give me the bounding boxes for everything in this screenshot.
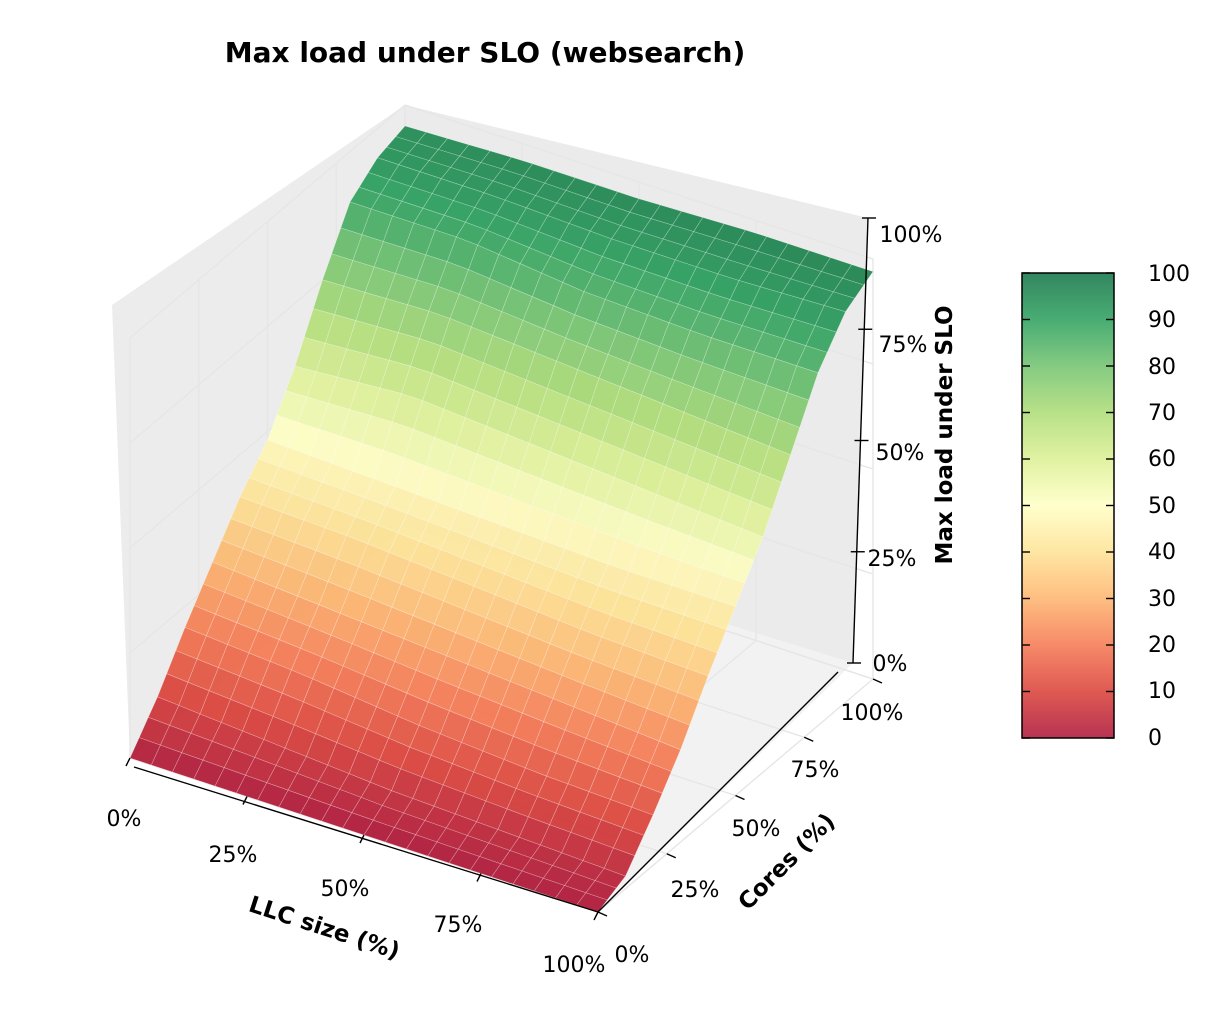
y-tick-label: 25% [671, 878, 720, 903]
x-tick-label: 0% [107, 807, 142, 832]
surface-patch [668, 692, 700, 726]
z-axis-label: Max load under SLO [932, 305, 958, 564]
colorbar-tick-label: 0 [1148, 726, 1162, 751]
y-axis-line [597, 671, 839, 913]
chart-title: Max load under SLO (websearch) [225, 36, 746, 69]
colorbar-tick-label: 10 [1148, 679, 1176, 704]
surface-patch [594, 867, 626, 889]
y-tick-label: 0% [615, 943, 650, 968]
surface-patch [622, 806, 654, 836]
z-tick-label: 75% [879, 333, 928, 358]
y-tick-mark [872, 678, 883, 684]
colorbar-ticks [1022, 272, 1114, 739]
x-tick-label: 100% [543, 953, 606, 978]
colorbar [1021, 272, 1115, 739]
y-tick-mark [597, 911, 608, 917]
surface-patch [759, 446, 791, 483]
surface-patch [649, 740, 681, 772]
x-tick-label: 25% [209, 843, 258, 868]
x-tick-label: 75% [434, 913, 483, 938]
x-tick-mark [125, 757, 131, 767]
surface-patch [585, 880, 617, 901]
z-tick-label: 50% [876, 441, 925, 466]
axis-ticks [125, 217, 883, 921]
z-tick-label: 100% [880, 223, 943, 248]
x-axis-label: LLC size (%) [246, 892, 403, 965]
x-axis-line [133, 766, 599, 913]
y-tick-mark [735, 794, 745, 801]
x-tick-mark [359, 834, 365, 844]
y-tick-label: 75% [791, 758, 840, 783]
surface-patch [823, 291, 856, 313]
surface-patch [695, 622, 727, 654]
surface-patch [796, 345, 828, 374]
colorbar-tick-label: 80 [1148, 355, 1176, 380]
surface-mesh [129, 125, 874, 913]
z-tick-label: 0% [873, 652, 908, 677]
y-tick-mark [666, 853, 677, 859]
x-tick-mark [476, 873, 482, 882]
z-tick-label: 25% [868, 547, 917, 572]
grid-line [129, 104, 406, 339]
colorbar-tick-label: 70 [1148, 401, 1176, 426]
surface-patch [732, 528, 764, 561]
colorbar-tick-label: 90 [1148, 308, 1176, 333]
surface-patch [787, 365, 819, 401]
surface-patch [750, 473, 782, 510]
surface-patch [704, 599, 736, 631]
y-tick-label: 100% [841, 701, 904, 726]
surface-patch [677, 667, 709, 701]
colorbar-tick-label: 50 [1148, 494, 1176, 519]
y-tick-mark [803, 736, 814, 742]
y-tick-label: 50% [732, 817, 781, 842]
grid-line [404, 104, 874, 260]
colorbar-tick-label: 60 [1148, 447, 1176, 472]
colorbar-tick-label: 30 [1148, 587, 1176, 612]
surface-patch [723, 551, 755, 584]
surface-patch [640, 762, 672, 794]
colorbar-tick-label: 40 [1148, 540, 1176, 565]
colorbar-tick-label: 20 [1148, 633, 1176, 658]
x-tick-label: 50% [321, 877, 370, 902]
x-tick-mark [242, 796, 248, 805]
surface-patch [768, 419, 801, 456]
surface-patch [805, 325, 837, 353]
colorbar-tick-label: 100 [1148, 262, 1190, 287]
x-tick-mark [593, 911, 599, 921]
